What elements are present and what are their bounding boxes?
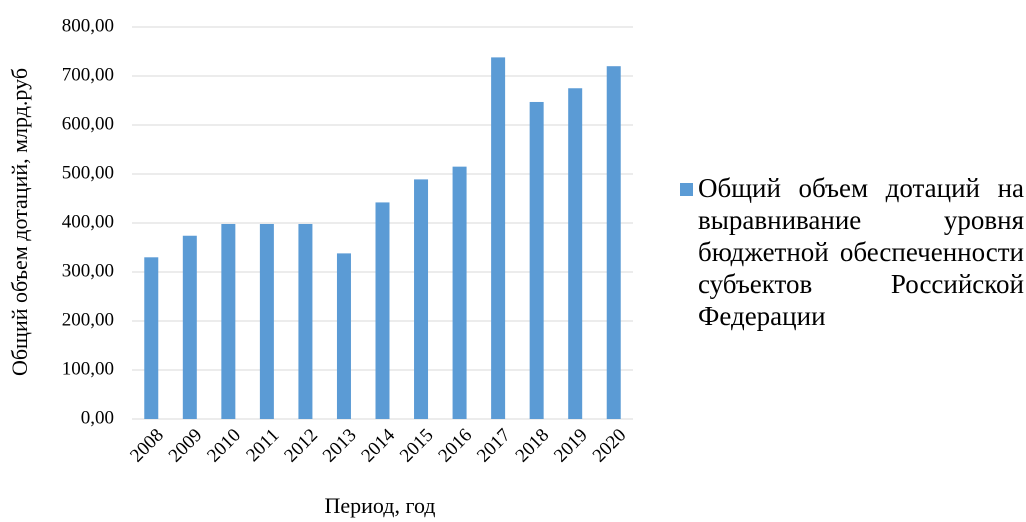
x-tick-label: 2008 bbox=[126, 425, 168, 467]
bar bbox=[298, 223, 313, 419]
x-tick-label: 2012 bbox=[280, 425, 322, 467]
x-tick-label: 2010 bbox=[203, 425, 245, 467]
x-tick-label: 2015 bbox=[396, 425, 438, 467]
x-tick-label: 2020 bbox=[589, 425, 631, 467]
legend-label: Общий объем дотаций на выравнивание уров… bbox=[698, 173, 1024, 331]
x-tick-label: 2016 bbox=[434, 425, 476, 467]
bar bbox=[375, 202, 390, 419]
bar bbox=[336, 253, 351, 419]
y-tick-label: 400,00 bbox=[62, 211, 114, 232]
x-tick-label: 2009 bbox=[165, 425, 207, 467]
bar bbox=[221, 223, 236, 419]
y-tick-label: 100,00 bbox=[62, 358, 114, 379]
x-tick-label: 2011 bbox=[242, 425, 283, 466]
bar bbox=[414, 179, 429, 419]
x-tick-label: 2013 bbox=[319, 425, 361, 467]
x-tick-label: 2017 bbox=[473, 425, 515, 467]
y-tick-label: 200,00 bbox=[62, 309, 114, 330]
bar bbox=[182, 235, 197, 419]
legend-key bbox=[680, 183, 693, 196]
y-tick-label: 600,00 bbox=[62, 113, 114, 134]
bar bbox=[606, 66, 621, 419]
y-tick-label: 700,00 bbox=[62, 64, 114, 85]
y-tick-label: 300,00 bbox=[62, 260, 114, 281]
y-tick-label: 800,00 bbox=[62, 15, 114, 36]
y-tick-label: 500,00 bbox=[62, 162, 114, 183]
bar bbox=[259, 223, 274, 419]
bar bbox=[452, 166, 467, 419]
bar bbox=[144, 257, 159, 419]
y-axis-title: Общий объем дотаций, млрд.руб bbox=[7, 68, 32, 376]
bar bbox=[491, 57, 506, 419]
bar bbox=[529, 101, 544, 419]
x-tick-label: 2019 bbox=[550, 425, 592, 467]
x-axis-title: Период, год bbox=[324, 493, 435, 518]
bar bbox=[568, 88, 583, 419]
y-tick-label: 0,00 bbox=[81, 407, 114, 428]
x-tick-label: 2014 bbox=[357, 424, 399, 466]
x-tick-label: 2018 bbox=[512, 425, 554, 467]
